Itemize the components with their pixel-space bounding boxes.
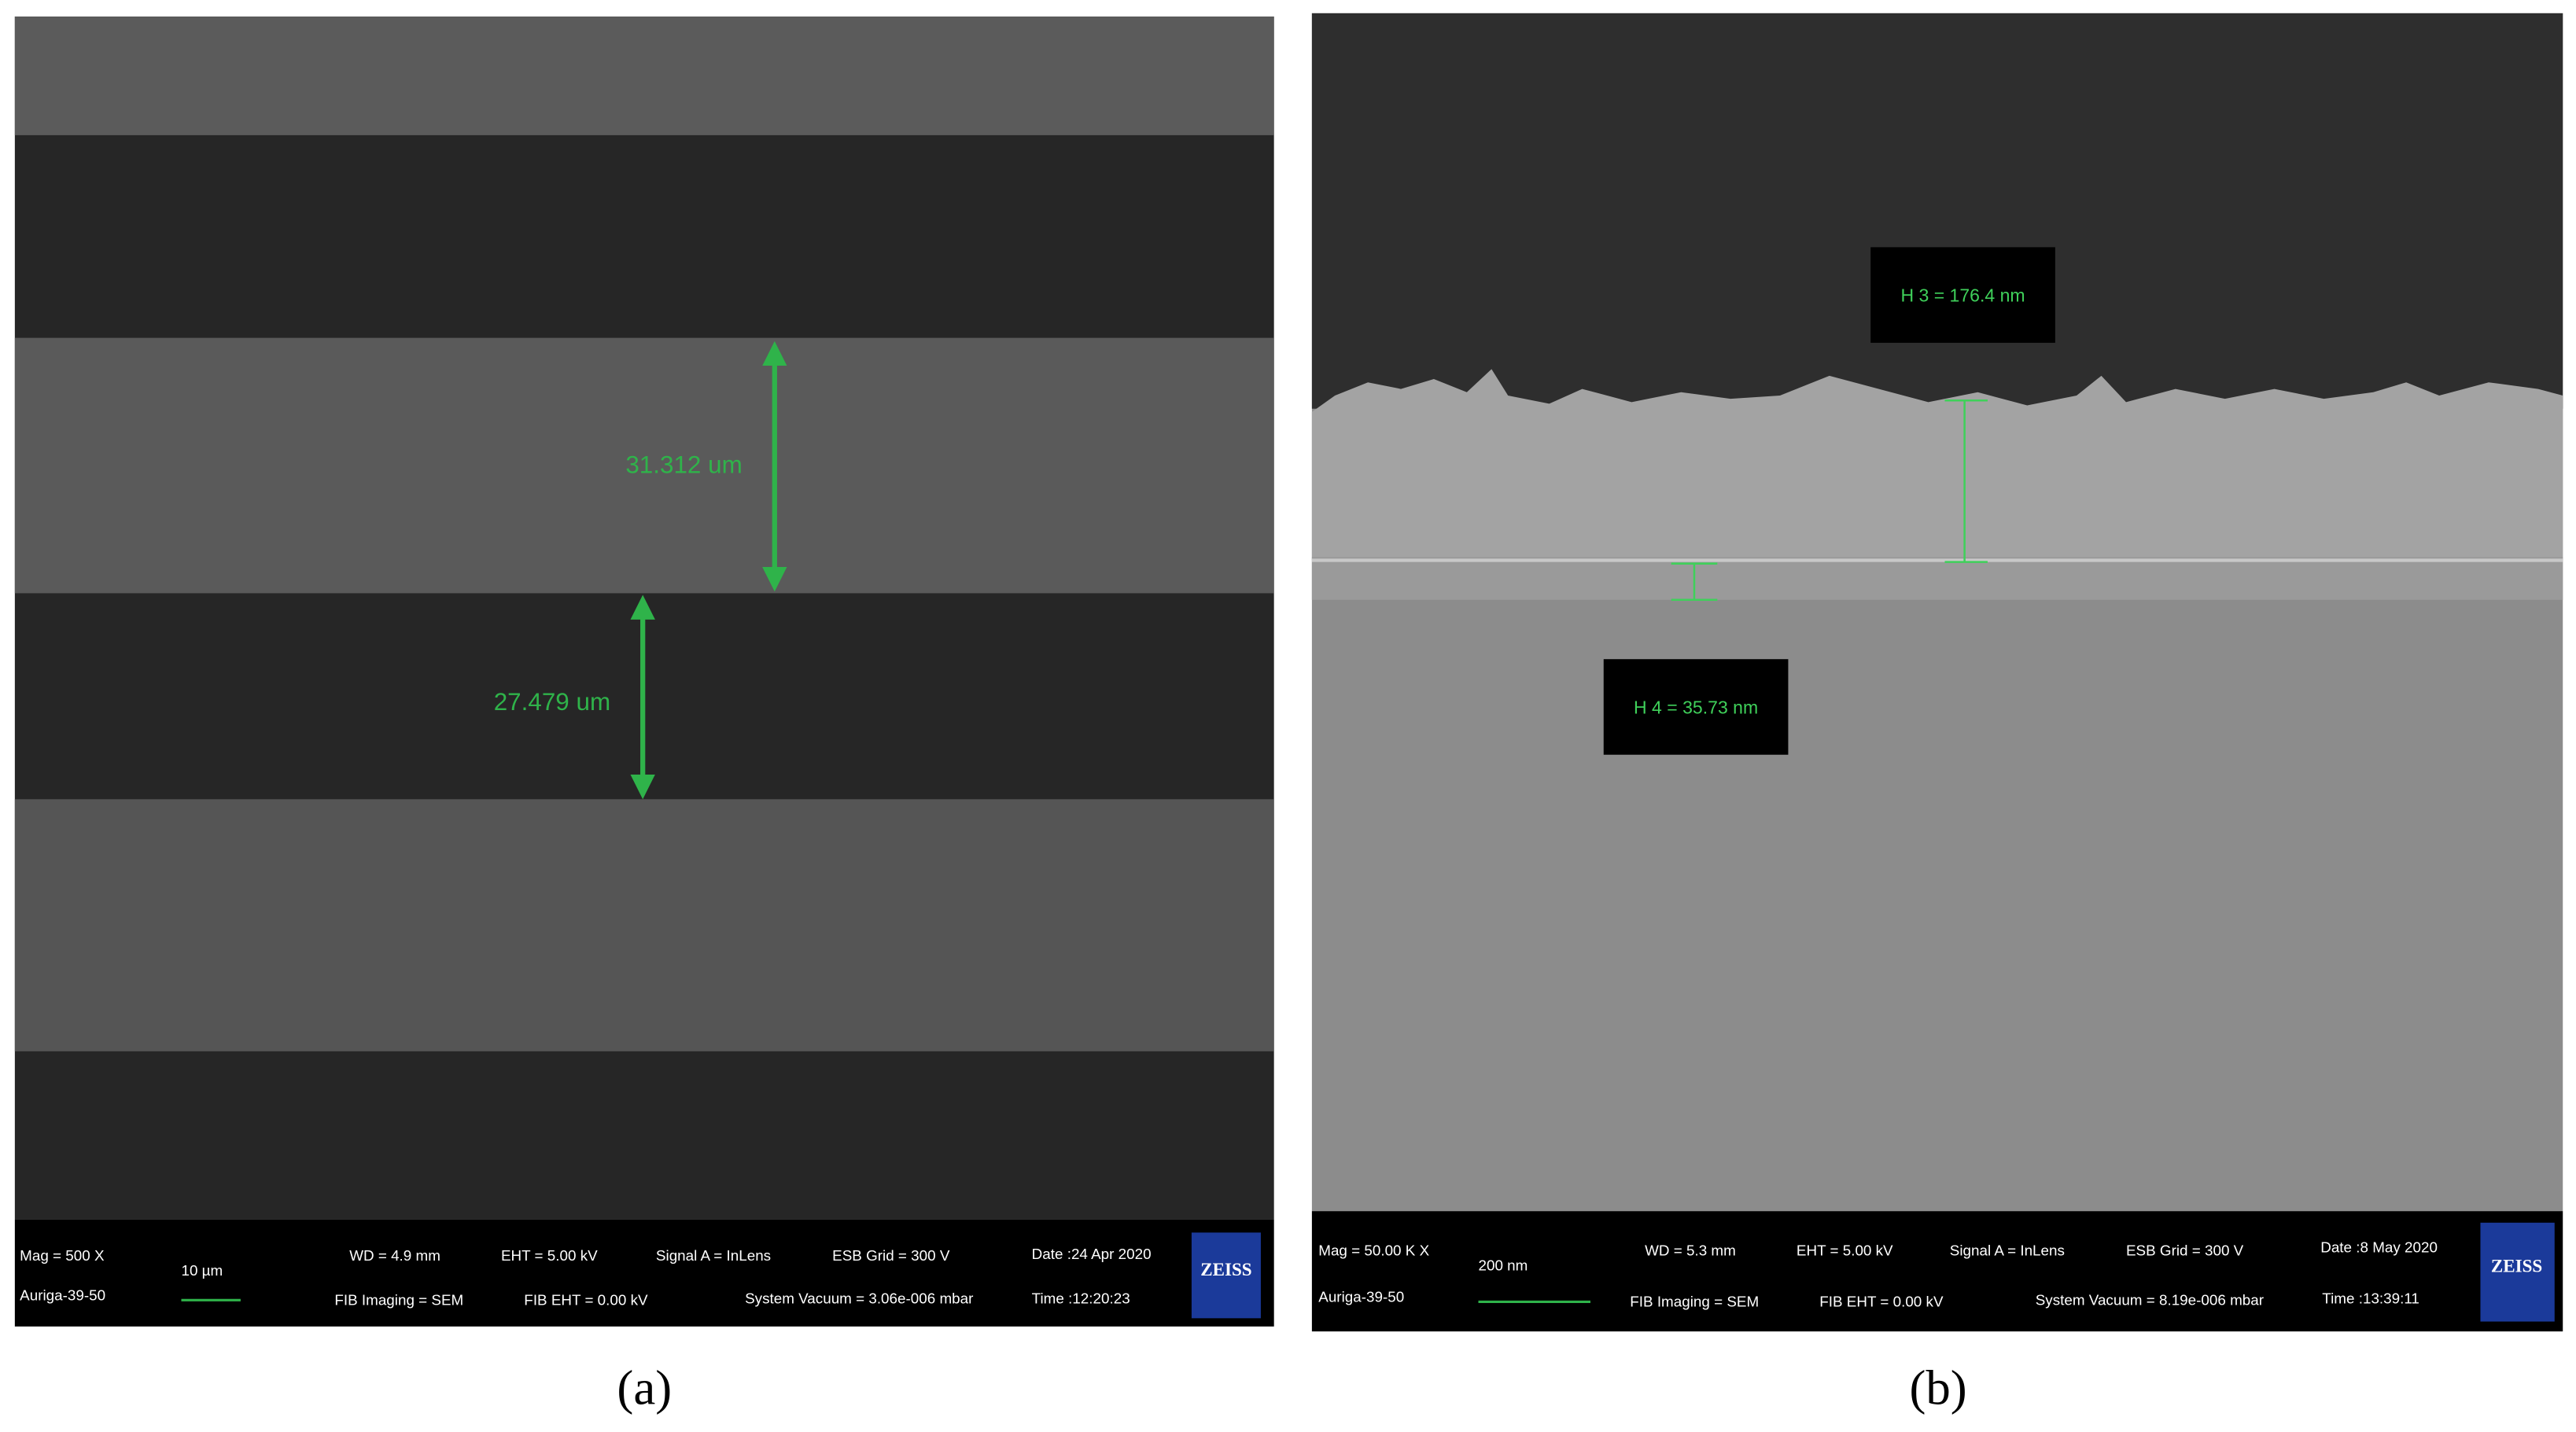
info-scale: 200 nm bbox=[1479, 1257, 1528, 1274]
sem-image-a bbox=[14, 17, 1274, 1327]
info-instrument: Auriga-39-50 bbox=[20, 1287, 105, 1303]
info-fib-eht: FIB EHT = 0.00 kV bbox=[1819, 1294, 1944, 1310]
info-fib-imaging: FIB Imaging = SEM bbox=[334, 1292, 463, 1309]
info-wd: WD = 4.9 mm bbox=[349, 1247, 440, 1264]
measurement-label: 27.479 um bbox=[494, 688, 610, 716]
info-date: Date :24 Apr 2020 bbox=[1032, 1246, 1152, 1262]
info-time: Time :13:39:11 bbox=[2322, 1290, 2419, 1306]
logo: ZEISS bbox=[1200, 1259, 1251, 1279]
measurement-label: H 4 = 35.73 nm bbox=[1634, 697, 1758, 717]
info-vacuum: System Vacuum = 8.19e-006 mbar bbox=[2036, 1292, 2264, 1309]
info-vacuum: System Vacuum = 3.06e-006 mbar bbox=[745, 1290, 973, 1306]
info-mag: Mag = 500 X bbox=[20, 1247, 105, 1264]
info-esb: ESB Grid = 300 V bbox=[832, 1247, 950, 1264]
info-scale: 10 µm bbox=[181, 1262, 223, 1279]
measurement-label: H 3 = 176.4 nm bbox=[1900, 285, 2025, 306]
info-date: Date :8 May 2020 bbox=[2320, 1239, 2438, 1256]
info-fib-eht: FIB EHT = 0.00 kV bbox=[524, 1292, 648, 1309]
logo: ZEISS bbox=[2491, 1256, 2542, 1276]
info-instrument: Auriga-39-50 bbox=[1318, 1288, 1404, 1305]
info-esb: ESB Grid = 300 V bbox=[2126, 1242, 2244, 1259]
info-wd: WD = 5.3 mm bbox=[1645, 1242, 1736, 1259]
info-signal: Signal A = InLens bbox=[1950, 1242, 2065, 1259]
panel-label: (a) bbox=[617, 1360, 672, 1415]
info-fib-imaging: FIB Imaging = SEM bbox=[1630, 1294, 1759, 1310]
info-mag: Mag = 50.00 K X bbox=[1318, 1242, 1429, 1259]
sem-image-b bbox=[1311, 13, 2563, 1332]
info-time: Time :12:20:23 bbox=[1032, 1290, 1130, 1306]
info-eht: EHT = 5.00 kV bbox=[1797, 1242, 1893, 1259]
info-signal: Signal A = InLens bbox=[656, 1247, 771, 1264]
panel-label: (b) bbox=[1909, 1360, 1966, 1415]
measurement-label: 31.312 um bbox=[625, 451, 742, 478]
info-eht: EHT = 5.00 kV bbox=[501, 1247, 598, 1264]
